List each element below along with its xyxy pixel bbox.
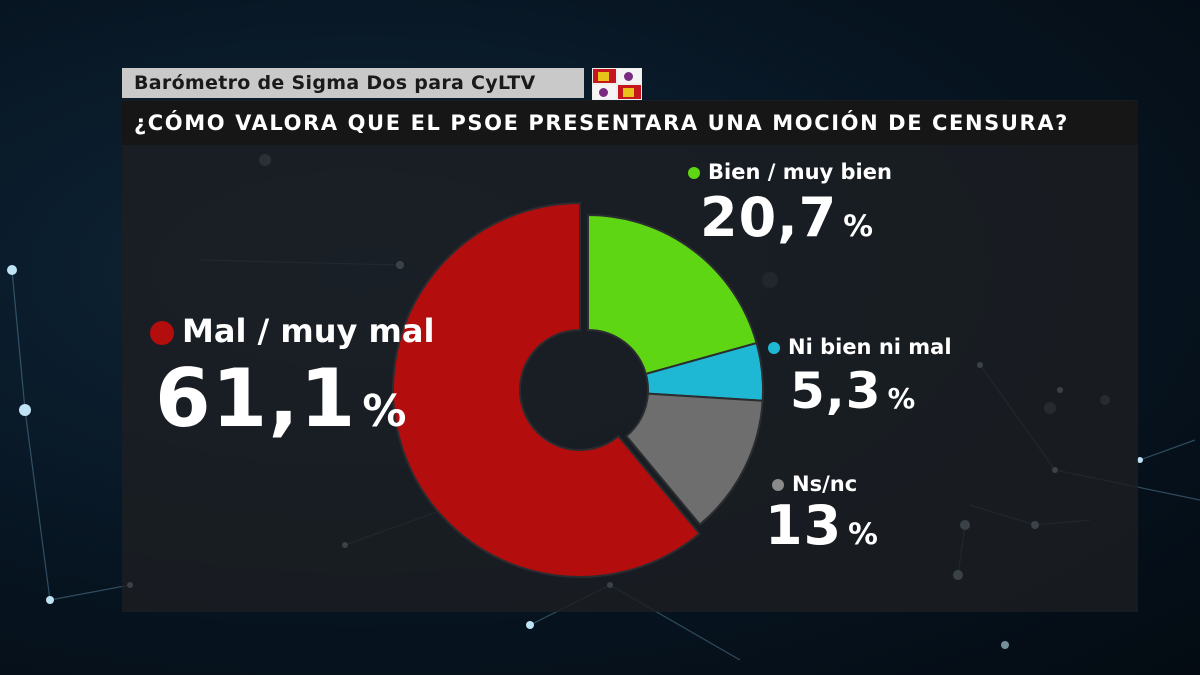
legend-dot-bien (688, 167, 700, 179)
donut-slice-nsnc (624, 392, 764, 526)
question-title: ¿CÓMO VALORA QUE EL PSOE PRESENTARA UNA … (122, 101, 1138, 145)
label-ni-text: Ni bien ni mal (788, 335, 952, 359)
value-bien-number: 20,7 (700, 186, 838, 249)
value-mal: 61,1% (155, 352, 407, 445)
legend-dot-mal (150, 321, 174, 345)
value-ni-unit: % (887, 383, 917, 415)
label-bien: Bien / muy bien (688, 160, 892, 184)
donut-slice-mal (392, 201, 701, 578)
legend-dot-nsnc (772, 479, 784, 491)
value-nsnc: 13% (765, 494, 879, 557)
value-mal-number: 61,1 (155, 352, 357, 445)
label-bien-text: Bien / muy bien (708, 160, 892, 184)
label-nsnc-text: Ns/nc (792, 472, 858, 496)
value-nsnc-number: 13 (765, 494, 843, 557)
source-title: Barómetro de Sigma Dos para CyLTV (122, 68, 584, 98)
label-mal: Mal / muy mal (150, 312, 434, 350)
label-nsnc: Ns/nc (772, 472, 857, 496)
value-bien: 20,7% (700, 186, 874, 249)
label-ni: Ni bien ni mal (768, 335, 952, 359)
label-mal-text: Mal / muy mal (182, 312, 435, 350)
legend-dot-ni (768, 342, 780, 354)
castilla-leon-flag-icon (592, 68, 642, 100)
value-mal-unit: % (362, 386, 408, 437)
donut-slice-bien (587, 213, 758, 376)
value-ni-number: 5,3 (790, 362, 882, 420)
value-ni: 5,3% (790, 362, 916, 420)
value-nsnc-unit: % (848, 517, 879, 552)
value-bien-unit: % (843, 209, 874, 244)
